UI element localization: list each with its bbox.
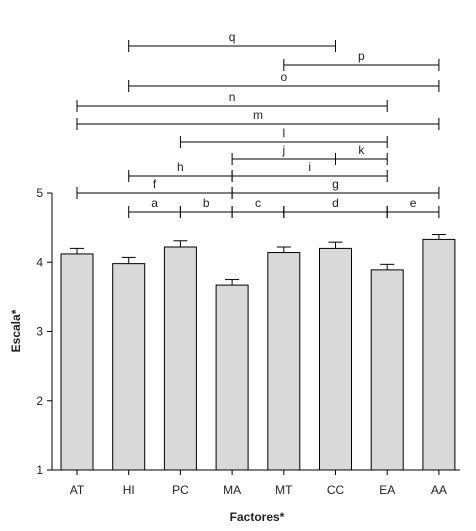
x-tick-label-CC: CC: [327, 483, 345, 497]
bracket-label-h: h: [177, 160, 184, 174]
bracket-label-j: j: [281, 143, 285, 157]
bracket-label-g: g: [332, 177, 339, 191]
x-ticks: AT HI PC MA MT CC EA AA: [70, 470, 447, 497]
x-tick-label-HI: HI: [123, 483, 135, 497]
y-tick-label-2: 2: [36, 394, 43, 408]
comparison-brackets: q p o n m lj k h i f g a b c d e: [76, 30, 440, 218]
y-tick-label-5: 5: [36, 186, 43, 200]
bar-MA: [215, 284, 249, 471]
bracket-label-l: l: [282, 126, 285, 140]
bracket-label-q: q: [229, 30, 236, 44]
bracket-q: q: [128, 30, 336, 52]
bracket-b: b: [179, 196, 233, 218]
y-tick-label-4: 4: [36, 255, 43, 269]
x-tick-label-PC: PC: [172, 483, 189, 497]
x-tick-label-AT: AT: [70, 483, 85, 497]
bracket-c: c: [231, 196, 285, 218]
bracket-i: i: [231, 160, 388, 182]
y-ticks: 1 2 3 4 5: [36, 186, 52, 477]
bar-PC: [163, 246, 197, 471]
bars-group: [60, 234, 456, 471]
bracket-e: e: [386, 196, 440, 218]
bracket-label-i: i: [308, 160, 311, 174]
bracket-l: l: [179, 126, 388, 148]
y-tick-label-1: 1: [36, 463, 43, 477]
bracket-g: g: [231, 177, 440, 199]
bracket-m: m: [76, 108, 440, 130]
bar-AT: [60, 253, 94, 471]
bracket-label-a: a: [151, 196, 158, 210]
x-axis-label: Factores*: [230, 510, 285, 524]
bar-HI: [112, 263, 146, 471]
bracket-label-k: k: [358, 143, 365, 157]
bar-MT: [267, 252, 301, 471]
bracket-label-d: d: [332, 196, 339, 210]
bracket-n: n: [76, 90, 388, 112]
bracket-label-e: e: [410, 196, 417, 210]
bar-EA: [370, 269, 404, 471]
bar-AA: [422, 238, 456, 471]
bracket-label-n: n: [229, 90, 236, 104]
y-axis-label: Escala*: [9, 309, 23, 352]
bracket-o: o: [128, 70, 440, 92]
y-tick-label-3: 3: [36, 325, 43, 339]
bar-CC: [319, 247, 352, 471]
bracket-a: a: [128, 196, 181, 218]
bracket-label-p: p: [358, 49, 365, 63]
bracket-label-f: f: [153, 177, 157, 191]
bracket-label-m: m: [253, 108, 263, 122]
bracket-label-b: b: [203, 196, 210, 210]
x-tick-label-MT: MT: [275, 483, 293, 497]
x-tick-label-EA: EA: [379, 483, 395, 497]
bracket-label-o: o: [280, 70, 287, 84]
bracket-k: k: [335, 143, 388, 165]
bracket-p: p: [283, 49, 440, 71]
bracket-j: j: [231, 143, 336, 165]
x-tick-label-MA: MA: [223, 483, 241, 497]
bracket-d: d: [283, 196, 388, 218]
bracket-h: h: [128, 160, 233, 182]
x-tick-label-AA: AA: [431, 483, 447, 497]
bracket-label-c: c: [255, 196, 261, 210]
